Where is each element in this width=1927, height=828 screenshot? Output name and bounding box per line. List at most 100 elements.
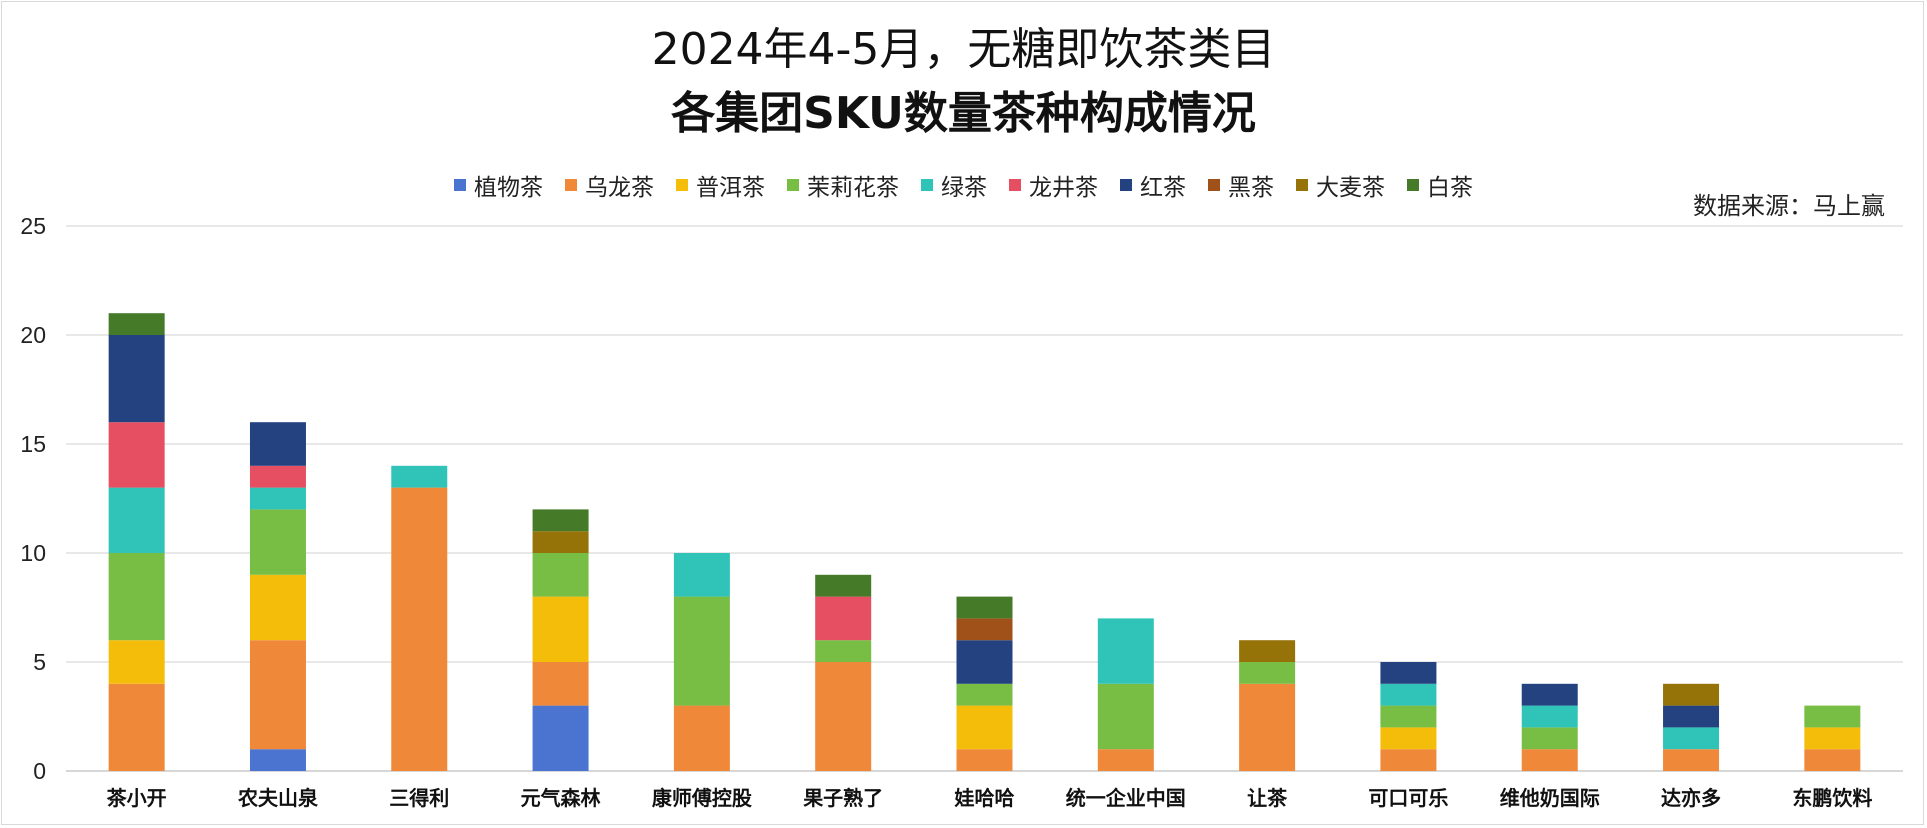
legend-item: 红茶 xyxy=(1120,168,1186,202)
bar-segment xyxy=(1380,683,1437,706)
bar-segment xyxy=(1804,705,1861,728)
y-tick-label: 20 xyxy=(20,322,46,348)
legend-swatch xyxy=(1296,179,1308,191)
bar-segment xyxy=(1521,749,1578,771)
legend-swatch xyxy=(1407,179,1419,191)
bar-segment xyxy=(956,596,1013,619)
chart-title-line-2: 各集团SKU数量茶种构成情况 xyxy=(671,88,1256,139)
bar-segment xyxy=(1663,749,1720,771)
bar-segment xyxy=(1804,727,1861,750)
bar-segment xyxy=(1663,727,1720,750)
legend-swatch xyxy=(787,179,799,191)
x-tick-label: 果子熟了 xyxy=(803,786,883,810)
legend-label: 普洱茶 xyxy=(696,175,765,201)
bar-segment xyxy=(1097,749,1154,771)
bar-segment xyxy=(108,683,165,771)
bar-segment xyxy=(1239,683,1296,771)
bar-segment xyxy=(249,574,306,641)
y-tick-label: 25 xyxy=(20,213,46,239)
bar-segment xyxy=(1521,705,1578,728)
bar-segment xyxy=(1380,662,1437,684)
bar-segment xyxy=(815,596,872,641)
bar-segment xyxy=(815,662,872,771)
bar-segment xyxy=(1663,683,1720,706)
bar-segment xyxy=(249,465,306,488)
bar-segment xyxy=(1239,640,1296,662)
legend-label: 龙井茶 xyxy=(1029,175,1098,201)
y-tick-label: 15 xyxy=(20,431,46,457)
legend-item: 普洱茶 xyxy=(676,168,765,202)
x-tick-label: 达亦多 xyxy=(1661,786,1721,810)
x-tick-label: 茶小开 xyxy=(107,786,167,810)
legend-label: 白茶 xyxy=(1427,175,1473,201)
x-tick-label: 康师傅控股 xyxy=(652,786,752,810)
bar-segment xyxy=(532,662,589,706)
bar-segment xyxy=(956,749,1013,771)
x-tick-label: 可口可乐 xyxy=(1368,786,1448,810)
bar-segment xyxy=(532,531,589,553)
bar-segment xyxy=(391,487,448,771)
legend-swatch xyxy=(921,179,933,191)
bar-segment xyxy=(673,596,730,706)
bar-segment xyxy=(956,640,1013,684)
legend-swatch xyxy=(1009,179,1021,191)
bar-segment xyxy=(108,640,165,684)
legend-label: 红茶 xyxy=(1140,175,1186,201)
bar-segment xyxy=(673,705,730,771)
y-tick-label: 10 xyxy=(20,540,46,566)
bar-segment xyxy=(956,683,1013,706)
bar-segment xyxy=(1097,683,1154,750)
legend-item: 植物茶 xyxy=(454,168,543,202)
bar-segment xyxy=(1380,705,1437,728)
data-source-note: 数据来源：马上赢 xyxy=(1693,192,1885,220)
legend-item: 黑茶 xyxy=(1208,168,1274,202)
legend-label: 黑茶 xyxy=(1228,175,1274,201)
bar-segment xyxy=(532,553,589,597)
legend-label: 植物茶 xyxy=(474,175,543,201)
chart-title-line-1: 2024年4-5月，无糖即饮茶类目 xyxy=(651,24,1276,75)
bar-segment xyxy=(108,553,165,641)
bar-segment xyxy=(532,509,589,532)
chart-legend: 植物茶 乌龙茶 普洱茶 茉莉花茶 绿茶 龙井茶 红茶 黑茶 大麦茶 白茶 xyxy=(0,168,1927,202)
bar-segment xyxy=(1804,749,1861,771)
legend-swatch xyxy=(676,179,688,191)
bar-segment xyxy=(249,422,306,466)
bar-segment xyxy=(1380,727,1437,750)
bar-segment xyxy=(1380,749,1437,771)
legend-item: 乌龙茶 xyxy=(565,168,654,202)
bar-segment xyxy=(108,313,165,335)
bar-segment xyxy=(532,596,589,662)
bar-segment xyxy=(815,640,872,662)
bar-segment xyxy=(532,705,589,771)
legend-label: 乌龙茶 xyxy=(585,175,654,201)
bar-segment xyxy=(249,640,306,750)
bar-segment xyxy=(1521,683,1578,706)
x-tick-label: 农夫山泉 xyxy=(237,786,319,810)
bar-segment xyxy=(1097,618,1154,684)
legend-label: 大麦茶 xyxy=(1316,175,1385,201)
legend-swatch xyxy=(565,179,577,191)
bar-segment xyxy=(673,553,730,597)
bar-segment xyxy=(391,465,448,488)
bar-segment xyxy=(249,487,306,510)
legend-label: 绿茶 xyxy=(941,175,987,201)
legend-swatch xyxy=(1208,179,1220,191)
legend-label: 茉莉花茶 xyxy=(807,175,899,201)
legend-swatch xyxy=(454,179,466,191)
legend-item: 龙井茶 xyxy=(1009,168,1098,202)
bar-segment xyxy=(956,705,1013,750)
bar-segment xyxy=(1521,727,1578,750)
x-tick-label: 统一企业中国 xyxy=(1066,786,1186,810)
bar-segment xyxy=(1239,662,1296,684)
x-tick-label: 维他奶国际 xyxy=(1500,786,1600,810)
legend-item: 绿茶 xyxy=(921,168,987,202)
bar-segment xyxy=(815,574,872,597)
legend-item: 大麦茶 xyxy=(1296,168,1385,202)
legend-item: 白茶 xyxy=(1407,168,1473,202)
y-tick-label: 0 xyxy=(33,758,46,784)
legend-swatch xyxy=(1120,179,1132,191)
x-tick-label: 东鹏饮料 xyxy=(1792,786,1872,810)
x-tick-label: 元气森林 xyxy=(521,786,601,810)
